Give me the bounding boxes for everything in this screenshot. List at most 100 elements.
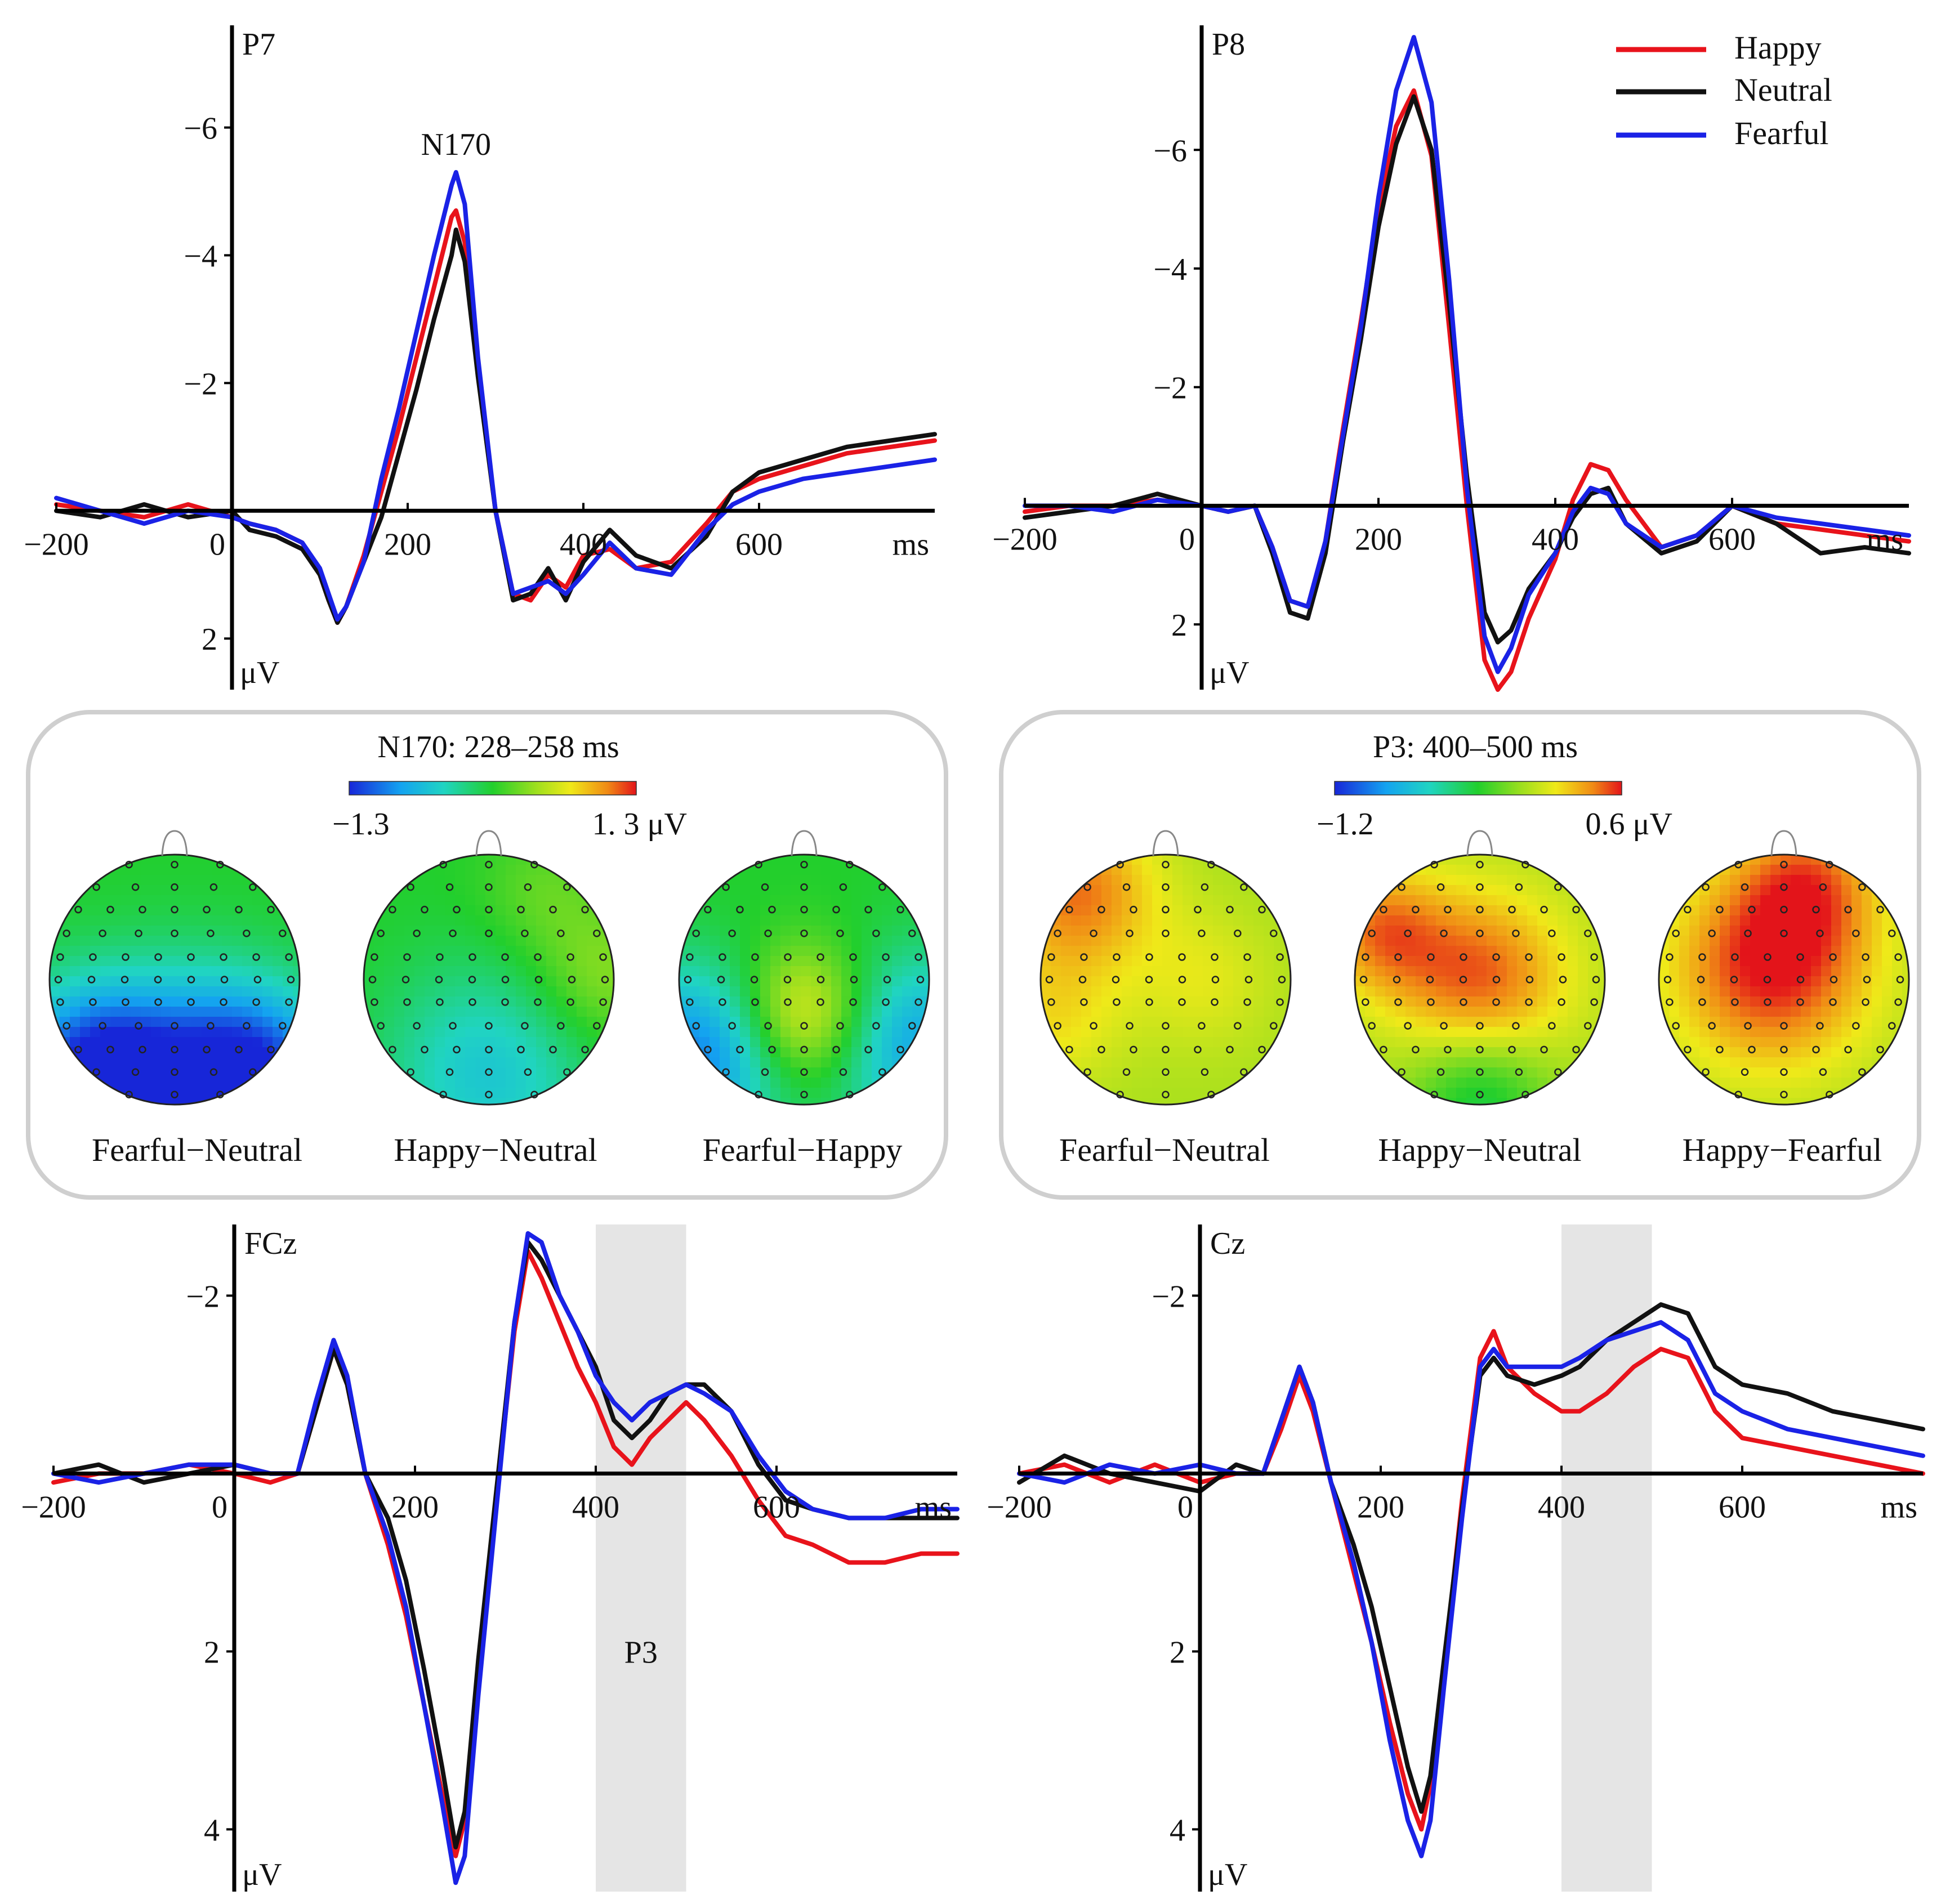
topo-cell: [1841, 936, 1852, 946]
topo-cell: [1770, 855, 1781, 865]
topo-cell: [710, 946, 720, 957]
topo-cell: [1699, 936, 1710, 946]
topo-cell: [1375, 926, 1386, 936]
topo-cell: [526, 926, 537, 936]
topo-cell: [1395, 1098, 1406, 1105]
topo-cell: [556, 976, 567, 987]
topo-cell: [131, 996, 141, 1007]
electrode-dot: [1512, 1022, 1520, 1030]
topo-cell: [770, 986, 781, 997]
topo-cell: [191, 885, 202, 896]
electrode-dot: [1862, 998, 1869, 1006]
topo-cell: [1395, 966, 1406, 977]
topo-cell: [1091, 956, 1102, 967]
p3-colorbar-min: −1.2: [1317, 807, 1374, 842]
topo-cell: [1172, 905, 1183, 916]
topo-cell: [1223, 895, 1234, 906]
topo-cell: [1689, 1037, 1700, 1048]
topo-cell: [740, 966, 751, 977]
topo-cell: [811, 1047, 822, 1058]
topo-cell: [1558, 855, 1568, 865]
topo-cell: [1456, 1007, 1467, 1017]
topo-cell: [1659, 885, 1670, 896]
topo-cell: [1902, 895, 1909, 906]
topo-cell: [922, 885, 929, 896]
topo-cell: [1811, 996, 1822, 1007]
electrode-dot: [1194, 905, 1202, 914]
topo-cell: [1770, 936, 1781, 946]
topo-cell: [1831, 956, 1842, 967]
topo-cell: [1183, 936, 1193, 946]
topo-cell: [811, 875, 822, 886]
topo-cell: [161, 926, 172, 936]
electrode-dot: [1508, 1045, 1516, 1054]
topo-cell: [1730, 1047, 1741, 1058]
series-neutral-line: [54, 227, 937, 625]
topo-cell: [801, 1078, 811, 1088]
topo-cell: [1446, 936, 1457, 946]
topo-cell: [1588, 885, 1599, 896]
topo-cell: [1770, 996, 1781, 1007]
electrode-dot: [1702, 883, 1710, 891]
topo-cell: [1588, 1078, 1599, 1088]
topo-cell: [506, 1017, 516, 1027]
electrode-dot: [468, 976, 476, 984]
topo-cell: [516, 1067, 526, 1078]
topo-cell: [1669, 1078, 1680, 1088]
topo-cell: [1395, 1088, 1406, 1098]
topo-cell: [1071, 1037, 1082, 1048]
topo-cell: [770, 1007, 781, 1017]
topo-cell: [1689, 1047, 1700, 1058]
topo-cell: [1750, 986, 1761, 997]
topo-cell: [1821, 1017, 1832, 1027]
topo-cell: [171, 996, 182, 1007]
topo-cell: [1507, 1078, 1518, 1088]
topo-cell: [1051, 1078, 1061, 1088]
topo-cell: [293, 1078, 300, 1088]
electrode-dot: [436, 998, 444, 1006]
topo-cell: [1659, 976, 1670, 987]
topo-cell: [1892, 1078, 1903, 1088]
topo-cell: [1446, 1088, 1457, 1098]
topo-cell: [1892, 956, 1903, 967]
topo-cell: [1507, 1057, 1518, 1068]
topo-cell: [1152, 996, 1163, 1007]
topo-cell: [1821, 966, 1832, 977]
electrode-dot: [1393, 976, 1401, 984]
topo-cell: [1699, 865, 1710, 875]
legend: Happy Neutral Fearful: [1616, 29, 1832, 151]
topo-cell: [212, 966, 222, 977]
topo-cell: [293, 966, 300, 977]
topo-cell: [689, 1057, 700, 1068]
topo-cell: [1537, 1078, 1548, 1088]
topo-cell: [730, 875, 740, 886]
topo-cell: [1213, 1057, 1224, 1068]
topo-cell: [1243, 1047, 1254, 1058]
topo-cell: [232, 946, 243, 957]
topo-cell: [1152, 976, 1163, 987]
electrode-dot: [220, 953, 227, 961]
topo-cell: [1781, 1017, 1791, 1027]
electrode-dot: [1398, 883, 1405, 891]
topo-cell: [1132, 986, 1143, 997]
topo-cell: [710, 986, 720, 997]
topo-cell: [1213, 1047, 1224, 1058]
topo-cell: [1365, 1067, 1376, 1078]
topo-cell: [1203, 926, 1213, 936]
topo-cell: [1233, 1047, 1244, 1058]
topo-cell: [689, 1088, 700, 1098]
topo-cell: [273, 875, 283, 886]
topo-cell: [252, 1037, 263, 1048]
topo-cell: [1233, 986, 1244, 997]
topo-cell: [780, 855, 791, 865]
topo-cell: [1902, 875, 1909, 886]
topo-cell: [222, 1057, 233, 1068]
topo-cell: [801, 885, 811, 896]
topo-cell: [455, 996, 466, 1007]
topo-cell: [566, 1057, 577, 1068]
topo-cell: [1213, 966, 1224, 977]
topo-cell: [1821, 1007, 1832, 1017]
electrode-dot: [832, 905, 840, 914]
topo-cell: [821, 895, 832, 906]
topo-cell: [1152, 885, 1163, 896]
